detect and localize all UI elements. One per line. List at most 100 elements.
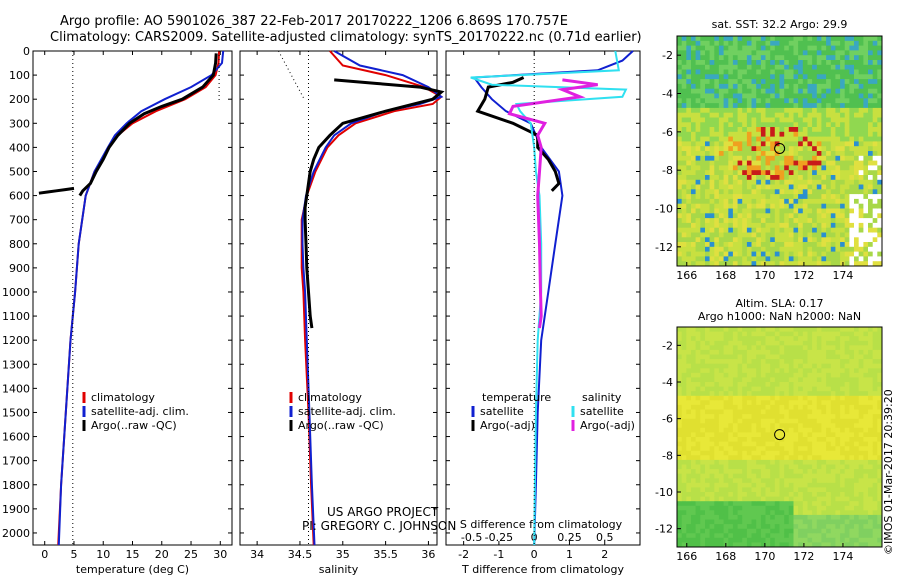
map-cell: [821, 418, 827, 424]
map-cell: [737, 363, 743, 369]
map-cell: [709, 391, 715, 397]
map-cell: [723, 514, 729, 520]
map-cell: [840, 170, 846, 176]
map-cell: [802, 242, 808, 248]
map-cell: [816, 510, 822, 516]
map-cell: [695, 482, 701, 488]
map-cell: [686, 246, 692, 252]
map-cell: [705, 69, 711, 75]
map-cell: [691, 404, 697, 410]
map-cell: [835, 492, 841, 497]
map-cell: [793, 469, 799, 475]
map-cell: [732, 340, 738, 346]
map-cell: [709, 409, 715, 415]
map-cell: [807, 256, 813, 262]
map-cell: [709, 256, 715, 262]
map-cell: [686, 336, 692, 342]
map-cell: [751, 213, 757, 219]
map-cell: [723, 464, 729, 470]
map-cell: [677, 354, 683, 360]
map-cell: [737, 146, 743, 152]
map-cell: [821, 377, 827, 383]
map-cell: [677, 409, 683, 415]
map-cell: [802, 184, 808, 190]
map-cell: [816, 175, 822, 181]
map-cell: [760, 487, 766, 493]
map-cell: [793, 427, 799, 433]
map-cell: [705, 340, 711, 346]
map-cell: [774, 222, 780, 229]
x-tick-label: 35: [336, 548, 350, 561]
map-cell: [723, 528, 729, 534]
map-cell: [816, 418, 822, 424]
map-cell: [677, 179, 683, 185]
map-cell: [691, 496, 697, 502]
map-cell: [695, 155, 701, 161]
map-cell: [784, 146, 790, 152]
map-cell: [858, 198, 864, 205]
map-cell: [826, 349, 832, 355]
map-cell: [812, 345, 818, 351]
map-cell: [677, 45, 683, 51]
map-cell: [872, 55, 878, 61]
map-cell: [788, 441, 794, 447]
map-cell: [760, 198, 766, 205]
map-cell: [798, 256, 804, 262]
map-cell: [695, 64, 701, 70]
map-cell: [779, 261, 785, 267]
map-cell: [854, 112, 860, 118]
map-cell: [718, 537, 724, 543]
map-cell: [728, 414, 734, 420]
map-cell: [732, 537, 738, 543]
map-cell: [691, 505, 697, 511]
map-cell: [784, 194, 790, 200]
map-cell: [732, 88, 738, 94]
map-cell: [858, 386, 864, 392]
map-cell: [705, 437, 711, 442]
map-cell: [705, 79, 711, 85]
map-cell: [793, 261, 799, 267]
map-cell: [784, 179, 790, 185]
map-cell: [774, 382, 780, 387]
map-cell: [840, 354, 846, 360]
map-cell: [737, 414, 743, 420]
map-cell: [858, 331, 864, 337]
map-cell: [844, 198, 850, 205]
map-cell: [854, 55, 860, 61]
map-cell: [681, 237, 687, 243]
map-cell: [849, 487, 855, 493]
map-cell: [770, 404, 776, 410]
map-cell: [714, 391, 720, 397]
map-cell: [695, 395, 701, 401]
map-cell: [751, 437, 757, 442]
map-cell: [746, 336, 752, 342]
map-cell: [686, 131, 692, 137]
map-cell: [858, 340, 864, 346]
map-cell: [695, 528, 701, 534]
map-cell: [812, 537, 818, 543]
map-cell: [732, 528, 738, 534]
map-cell: [737, 391, 743, 397]
map-cell: [695, 112, 701, 118]
map-cell: [681, 160, 687, 166]
map-cell: [756, 455, 762, 461]
y-tick-label: 2000: [2, 527, 30, 540]
map-cell: [779, 251, 785, 257]
map-cell: [816, 473, 822, 479]
map-cell: [765, 524, 771, 530]
map-cell: [681, 261, 687, 267]
map-cell: [746, 542, 752, 548]
map-cell: [677, 170, 683, 176]
sla-map-subtitle: Argo h1000: NaN h2000: NaN: [698, 310, 861, 323]
map-cell: [686, 83, 692, 90]
map-cell: [840, 55, 846, 61]
map-cell: [705, 88, 711, 94]
map-cell: [863, 160, 869, 166]
map-cell: [770, 537, 776, 543]
map-cell: [751, 50, 757, 56]
map-cell: [802, 414, 808, 420]
map-cell: [830, 505, 836, 511]
map-cell: [784, 478, 790, 484]
map-cell: [770, 478, 776, 484]
map-cell: [705, 542, 711, 548]
